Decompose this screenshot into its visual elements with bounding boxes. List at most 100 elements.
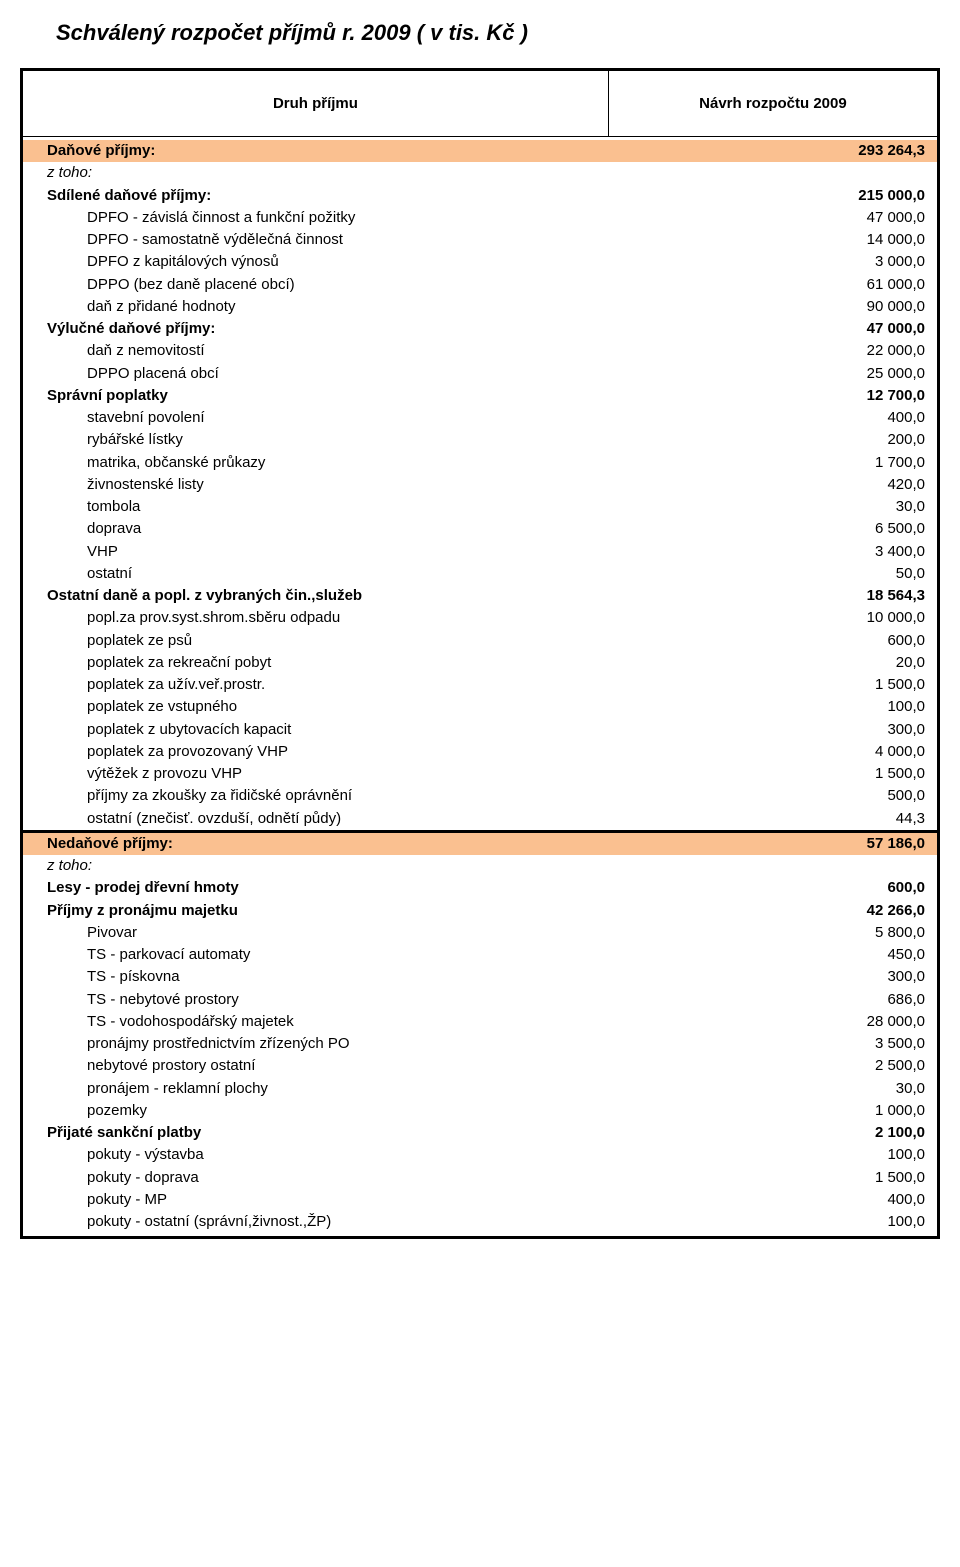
row-value: 1 000,0 (815, 1101, 925, 1121)
table-row: nebytové prostory ostatní2 500,0 (23, 1055, 937, 1077)
table-row: poplatek za rekreační pobyt20,0 (23, 652, 937, 674)
row-label: poplatek z ubytovacích kapacit (35, 720, 815, 740)
row-label: ostatní (znečisť. ovzduší, odnětí půdy) (35, 809, 815, 829)
table-row: Správní poplatky12 700,0 (23, 385, 937, 407)
row-value: 14 000,0 (815, 230, 925, 250)
row-label: výtěžek z provozu VHP (35, 764, 815, 784)
table-row: Sdílené daňové příjmy:215 000,0 (23, 185, 937, 207)
row-value: 500,0 (815, 786, 925, 806)
table-row: TS - vodohospodářský majetek28 000,0 (23, 1011, 937, 1033)
row-value: 1 500,0 (815, 764, 925, 784)
row-label: TS - parkovací automaty (35, 945, 815, 965)
row-label: příjmy za zkoušky za řidičské oprávnění (35, 786, 815, 806)
table-row: Ostatní daně a popl. z vybraných čin.,sl… (23, 585, 937, 607)
table-row: TS - pískovna300,0 (23, 966, 937, 988)
row-label: ostatní (35, 564, 815, 584)
row-value: 400,0 (815, 408, 925, 428)
table-row: stavební povolení400,0 (23, 407, 937, 429)
budget-table: Druh příjmu Návrh rozpočtu 2009 Daňové p… (20, 68, 940, 1239)
table-row: daň z nemovitostí22 000,0 (23, 340, 937, 362)
table-row: DPPO (bez daně placené obcí)61 000,0 (23, 274, 937, 296)
row-label: pokuty - výstavba (35, 1145, 815, 1165)
table-body: Daňové příjmy:293 264,3 z toho: Sdílené da… (22, 137, 939, 1238)
row-label: DPFO - závislá činnost a funkční požitky (35, 208, 815, 228)
row-label: Sdílené daňové příjmy: (35, 186, 815, 206)
table-row: TS - nebytové prostory686,0 (23, 989, 937, 1011)
row-value: 3 500,0 (815, 1034, 925, 1054)
rows-container: Daňové příjmy:293 264,3 z toho: Sdílené da… (23, 137, 937, 1236)
table-row: pokuty - ostatní (správní,živnost.,ŽP)10… (23, 1211, 937, 1233)
row-label: rybářské lístky (35, 430, 815, 450)
row-label: DPFO - samostatně výdělečná činnost (35, 230, 815, 250)
row-value: 1 700,0 (815, 453, 925, 473)
table-row: ostatní50,0 (23, 563, 937, 585)
row-value: 600,0 (815, 631, 925, 651)
row-value: 20,0 (815, 653, 925, 673)
row-value: 30,0 (815, 1079, 925, 1099)
row-label: TS - nebytové prostory (35, 990, 815, 1010)
table-row: pokuty - doprava1 500,0 (23, 1167, 937, 1189)
row-label: daň z nemovitostí (35, 341, 815, 361)
row-label: TS - vodohospodářský majetek (35, 1012, 815, 1032)
table-row: daň z přidané hodnoty90 000,0 (23, 296, 937, 318)
row-value: 3 400,0 (815, 542, 925, 562)
table-row: pozemky1 000,0 (23, 1100, 937, 1122)
table-row: doprava6 500,0 (23, 518, 937, 540)
row-label: pozemky (35, 1101, 815, 1121)
row-value: 12 700,0 (815, 386, 925, 406)
row-label: Ostatní daně a popl. z vybraných čin.,sl… (35, 586, 815, 606)
row-value: 450,0 (815, 945, 925, 965)
table-row: ostatní (znečisť. ovzduší, odnětí půdy)4… (23, 808, 937, 830)
row-label: poplatek ze psů (35, 631, 815, 651)
table-row: DPFO - samostatně výdělečná činnost14 00… (23, 229, 937, 251)
row-value: 22 000,0 (815, 341, 925, 361)
row-label: pokuty - ostatní (správní,živnost.,ŽP) (35, 1212, 815, 1232)
row-label: matrika, občanské průkazy (35, 453, 815, 473)
table-row: z toho: (23, 855, 937, 877)
table-header-row: Druh příjmu Návrh rozpočtu 2009 (22, 70, 939, 137)
table-row: příjmy za zkoušky za řidičské oprávnění5… (23, 785, 937, 807)
table-row: Nedaňové příjmy:57 186,0 (23, 833, 937, 855)
row-value: 215 000,0 (815, 186, 925, 206)
row-value: 686,0 (815, 990, 925, 1010)
table-row: poplatek z ubytovacích kapacit300,0 (23, 719, 937, 741)
row-value: 18 564,3 (815, 586, 925, 606)
table-row: poplatek za provozovaný VHP4 000,0 (23, 741, 937, 763)
table-row: živnostenské listy420,0 (23, 474, 937, 496)
row-value: 28 000,0 (815, 1012, 925, 1032)
table-row: Daňové příjmy:293 264,3 (23, 140, 937, 162)
row-value: 57 186,0 (815, 834, 925, 854)
row-label: poplatek za rekreační pobyt (35, 653, 815, 673)
row-label: tombola (35, 497, 815, 517)
row-value: 42 266,0 (815, 901, 925, 921)
table-row: pokuty - výstavba100,0 (23, 1144, 937, 1166)
row-value: 100,0 (815, 1212, 925, 1232)
row-value: 200,0 (815, 430, 925, 450)
table-row: pokuty - MP400,0 (23, 1189, 937, 1211)
table-row: Lesy - prodej dřevní hmoty600,0 (23, 877, 937, 899)
row-value: 400,0 (815, 1190, 925, 1210)
header-right: Návrh rozpočtu 2009 (608, 70, 938, 137)
row-label: pokuty - doprava (35, 1168, 815, 1188)
table-row: VHP3 400,0 (23, 541, 937, 563)
row-value: 1 500,0 (815, 1168, 925, 1188)
table-row: Pivovar5 800,0 (23, 922, 937, 944)
table-row: pronájmy prostřednictvím zřízených PO3 5… (23, 1033, 937, 1055)
row-value: 10 000,0 (815, 608, 925, 628)
row-label: VHP (35, 542, 815, 562)
row-label: poplatek za provozovaný VHP (35, 742, 815, 762)
row-value: 30,0 (815, 497, 925, 517)
table-row: DPPO placená obcí25 000,0 (23, 363, 937, 385)
row-label: Lesy - prodej dřevní hmoty (35, 878, 815, 898)
table-row: Výlučné daňové příjmy:47 000,0 (23, 318, 937, 340)
row-value: 50,0 (815, 564, 925, 584)
row-value: 25 000,0 (815, 364, 925, 384)
row-label: Daňové příjmy: (35, 141, 815, 161)
row-label: stavební povolení (35, 408, 815, 428)
table-row: TS - parkovací automaty450,0 (23, 944, 937, 966)
table-row: DPFO z kapitálových výnosů3 000,0 (23, 251, 937, 273)
table-row: DPFO - závislá činnost a funkční požitky… (23, 207, 937, 229)
row-label: Příjmy z pronájmu majetku (35, 901, 815, 921)
row-value: 2 100,0 (815, 1123, 925, 1143)
table-row: Přijaté sankční platby2 100,0 (23, 1122, 937, 1144)
